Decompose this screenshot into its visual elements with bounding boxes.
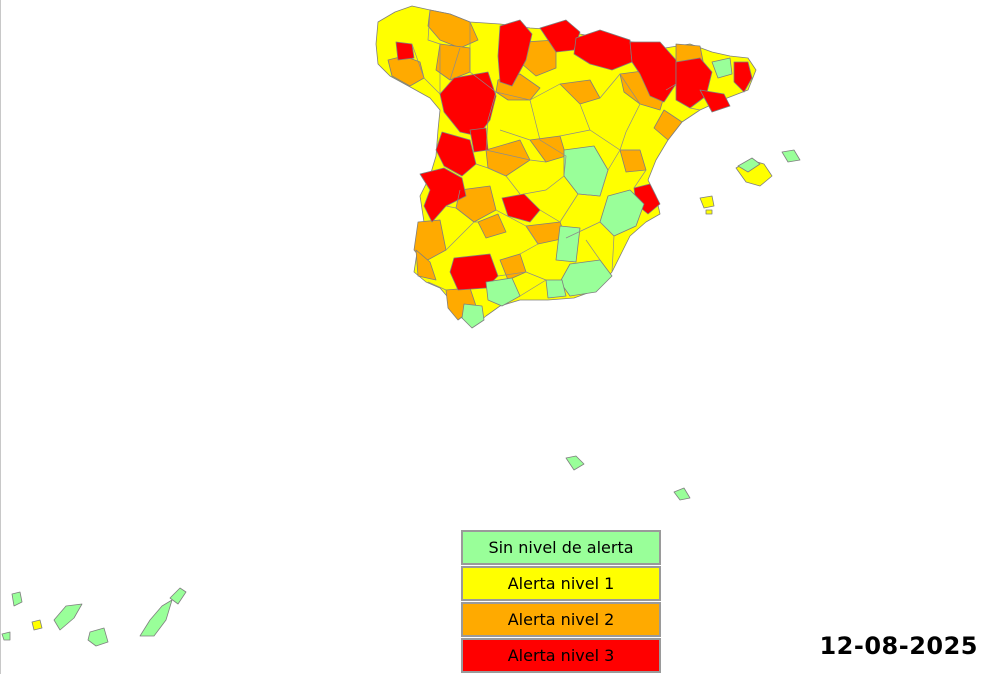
legend: Sin nivel de alerta Alerta nivel 1 Alert…: [461, 530, 661, 674]
legend-label: Alerta nivel 1: [507, 574, 615, 593]
legend-label: Sin nivel de alerta: [488, 538, 634, 557]
region-alert3: [501, 193, 541, 223]
canary-island: [31, 619, 43, 631]
region-alert3: [449, 253, 499, 291]
legend-item-level-2: Alerta nivel 2: [461, 602, 661, 637]
legend-item-level-3: Alerta nivel 3: [461, 638, 661, 673]
region-alert2: [477, 213, 507, 239]
islet: [565, 455, 585, 471]
canary-island: [87, 627, 109, 647]
legend-item-level-1: Alerta nivel 1: [461, 566, 661, 601]
canary-island: [139, 599, 173, 637]
region-alert3: [395, 41, 415, 61]
region-no-alert: [555, 225, 581, 263]
region-alert2: [653, 109, 683, 141]
region-no-alert: [485, 277, 521, 307]
canary-island: [1, 631, 11, 641]
islet: [673, 487, 691, 501]
region-alert2: [413, 219, 447, 263]
region-alert3: [699, 89, 731, 113]
legend-label: Alerta nivel 2: [507, 610, 615, 629]
region-alert3: [573, 29, 633, 71]
mallorca-island: [737, 157, 761, 173]
region-alert3: [469, 127, 489, 153]
region-no-alert: [711, 57, 733, 79]
canary-island: [169, 587, 187, 605]
province-borders: [411, 9, 701, 297]
region-alert3: [435, 131, 477, 177]
region-alert3: [497, 19, 533, 87]
region-alert2: [435, 43, 471, 81]
canary-island: [11, 591, 23, 607]
menorca-island: [781, 149, 801, 163]
region-no-alert: [545, 279, 567, 299]
region-alert3: [629, 41, 677, 103]
map-date: 12-08-2025: [819, 632, 978, 660]
legend-label: Alerta nivel 3: [507, 646, 615, 665]
region-alert2: [415, 249, 437, 281]
region-alert2: [427, 9, 479, 49]
legend-item-no-alert: Sin nivel de alerta: [461, 530, 661, 565]
ibiza-island: [699, 195, 715, 209]
region-alert2: [485, 139, 531, 177]
canary-island: [53, 603, 83, 631]
region-no-alert: [461, 303, 485, 329]
formentera-island: [705, 209, 713, 215]
region-alert3: [733, 61, 753, 93]
